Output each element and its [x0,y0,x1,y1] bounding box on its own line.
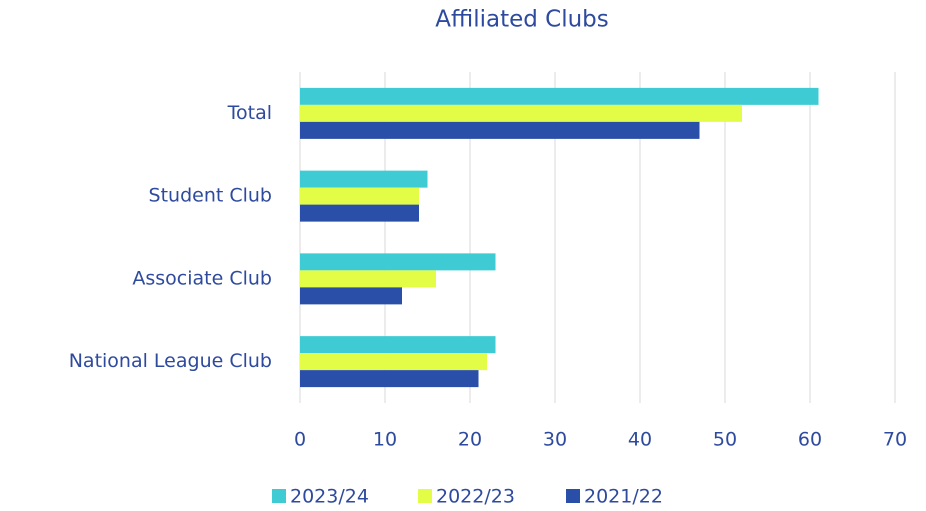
y-tick-label: Total [227,102,272,124]
bar [300,87,819,105]
x-tick-label: 40 [628,429,652,451]
legend-label: 2023/24 [290,486,369,508]
x-tick-label: 30 [543,429,567,451]
legend-swatch [418,489,432,503]
chart-title: Affiliated Clubs [435,7,609,33]
y-tick-label: Student Club [149,185,272,207]
y-tick-label: National League Club [69,350,272,372]
x-tick-label: 10 [373,429,397,451]
legend-swatch [272,489,286,503]
legend-label: 2021/22 [584,486,663,508]
bar [300,353,487,371]
x-tick-label: 20 [458,429,482,451]
x-tick-label: 70 [883,429,907,451]
x-tick-label: 50 [713,429,737,451]
legend-label: 2022/23 [436,486,515,508]
bar [300,270,436,288]
bar [300,336,496,354]
bar [300,287,402,305]
bar [300,370,479,388]
x-tick-label: 60 [798,429,822,451]
legend-swatch [566,489,580,503]
bar [300,170,428,188]
y-tick-label: Associate Club [132,267,272,289]
bar [300,104,742,122]
bar [300,121,700,139]
bar [300,187,419,205]
bar [300,253,496,271]
x-tick-label: 0 [294,429,306,451]
bar [300,204,419,222]
